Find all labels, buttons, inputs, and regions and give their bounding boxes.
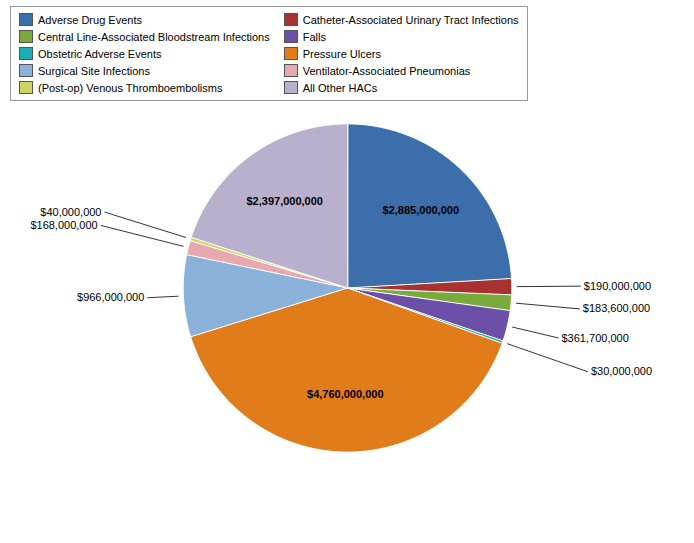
- svg-text:$190,000,000: $190,000,000: [584, 280, 651, 292]
- html-text:Pressure Ulcers: Pressure Ulcers: [302, 47, 381, 60]
- svg-text:$2,397,000,000: $2,397,000,000: [246, 195, 322, 207]
- html-text:Central Line-Associated Bloods: Central Line-Associated Bloodstream Infe…: [38, 30, 270, 43]
- svg-text:$40,000,000: $40,000,000: [40, 206, 101, 218]
- svg-text:$2,885,000,000: $2,885,000,000: [383, 204, 459, 216]
- html-text:(Post-op) Venous Thromboemboli: (Post-op) Venous Thromboembolisms: [38, 81, 223, 94]
- html-text:Obstetric Adverse Events: Obstetric Adverse Events: [38, 47, 162, 60]
- html-text:Falls: Falls: [302, 30, 326, 43]
- svg-text:$30,000,000: $30,000,000: [591, 365, 652, 377]
- html-text:Ventilator-Associated Pneumoni: Ventilator-Associated Pneumonias: [302, 64, 471, 77]
- svg-text:$966,000,000: $966,000,000: [77, 291, 144, 303]
- html-text:All Other HACs: All Other HACs: [302, 81, 378, 94]
- html-text:Catheter-Associated Urinary Tr: Catheter-Associated Urinary Tract Infect…: [302, 13, 519, 26]
- html-text:Surgical Site Infections: Surgical Site Infections: [38, 64, 150, 77]
- svg-text:$361,700,000: $361,700,000: [562, 332, 629, 344]
- svg-text:$183,600,000: $183,600,000: [583, 302, 650, 314]
- html-text:Adverse Drug Events: Adverse Drug Events: [38, 13, 142, 26]
- svg-text:$168,000,000: $168,000,000: [30, 219, 97, 231]
- svg-text:$4,760,000,000: $4,760,000,000: [307, 388, 383, 400]
